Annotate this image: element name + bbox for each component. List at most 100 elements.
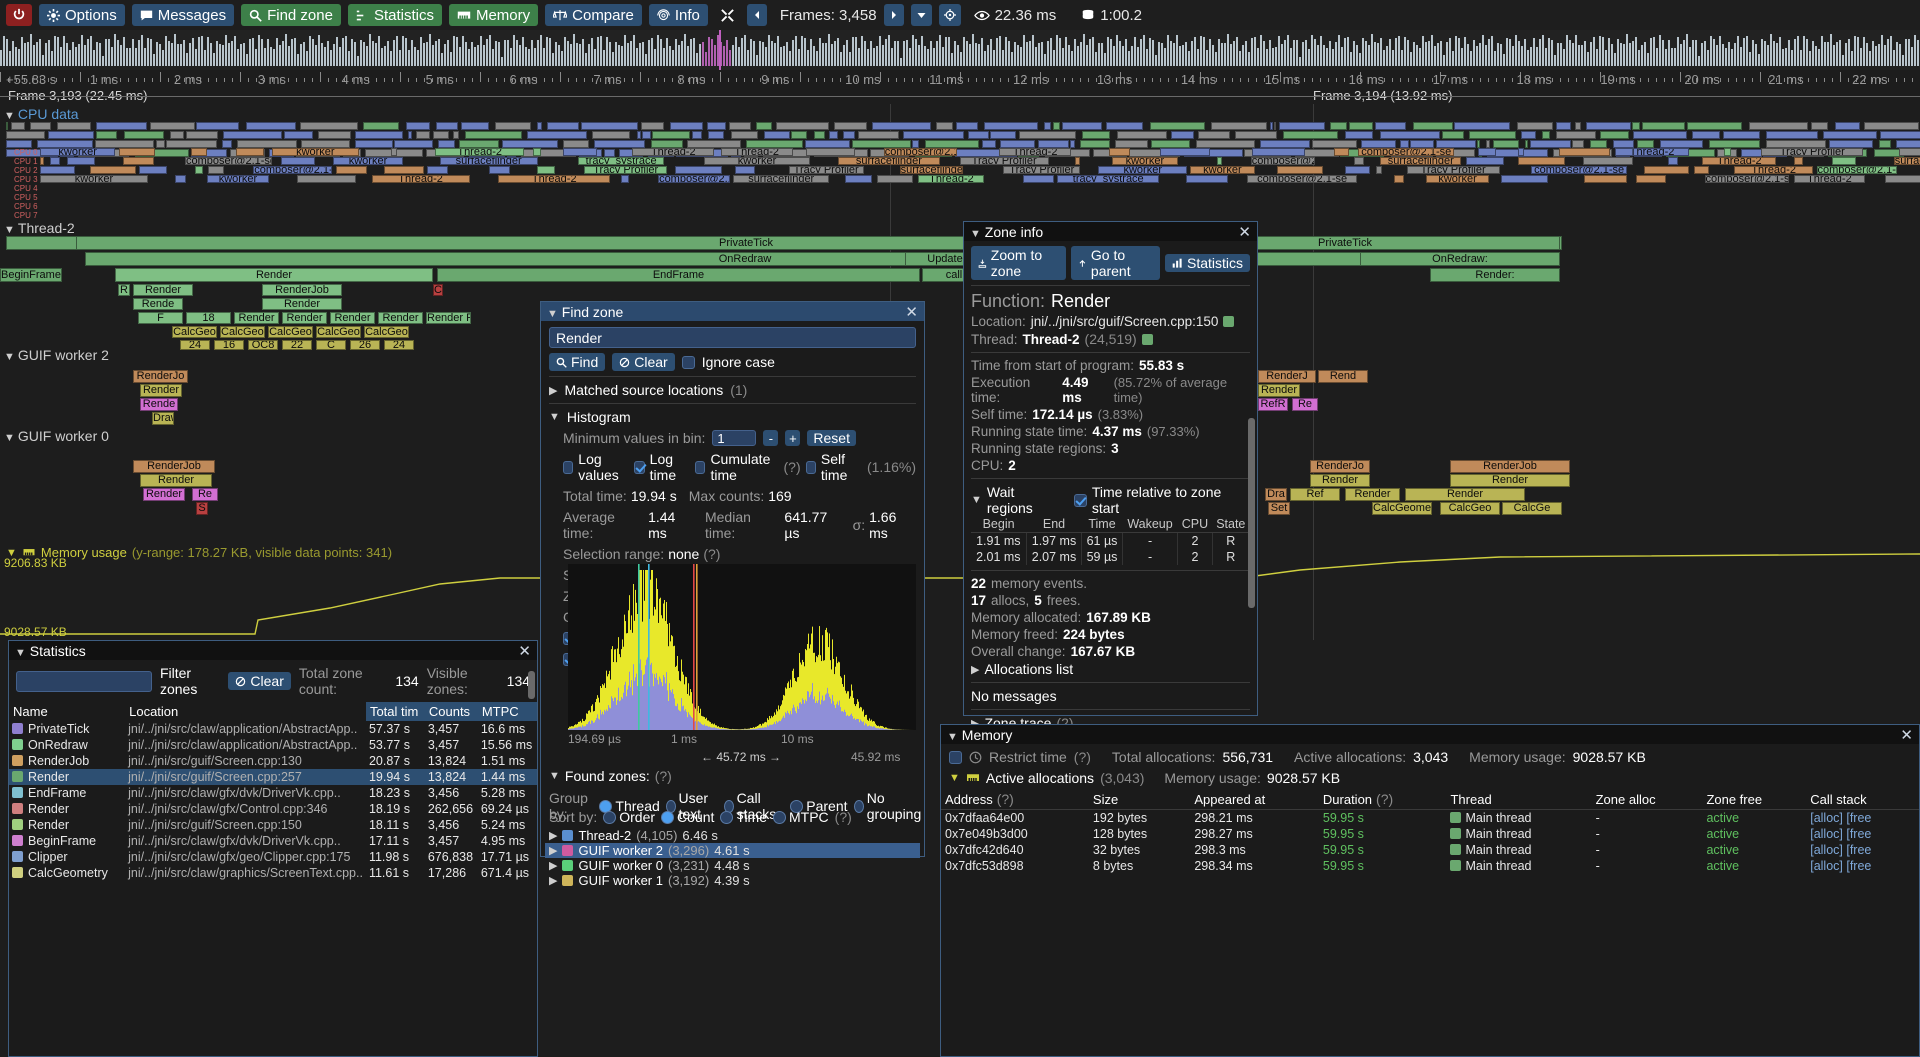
timeline-section-cpu-data[interactable]: ▼ CPU data [4, 106, 79, 122]
matched-source-locations-row[interactable]: ▶ Matched source locations (1) [549, 382, 916, 398]
frame-bar[interactable] [954, 41, 956, 66]
frame-bar[interactable] [495, 41, 497, 66]
thread2-sub-zone[interactable]: Render F [426, 312, 471, 324]
guif0-ref[interactable]: Ref [1290, 488, 1340, 501]
frame-bar[interactable] [1560, 42, 1562, 66]
guif0-render-r3[interactable]: Render [1345, 488, 1400, 501]
statistics-column-header[interactable]: Total tim [365, 702, 425, 721]
cpu-thread-zone[interactable] [1333, 148, 1349, 156]
thread2-calcgeo[interactable]: CalcGeo [364, 326, 409, 338]
frame-bar[interactable] [1566, 35, 1568, 66]
statistics-table-row[interactable]: RenderJob jni/../jni/src/guif/Screen.cpp:… [9, 753, 537, 769]
group-by-option-user-text[interactable]: User text [665, 790, 718, 822]
frame-bar[interactable] [1077, 45, 1079, 66]
frame-bar[interactable] [570, 43, 572, 66]
frame-bar[interactable] [225, 34, 227, 66]
cpu-core-zone[interactable] [1311, 140, 1358, 148]
cpu-core-zone[interactable] [1018, 131, 1077, 139]
frame-bar[interactable] [1359, 53, 1361, 66]
frame-bar[interactable] [378, 36, 380, 66]
frame-bar[interactable] [504, 40, 506, 66]
frame-bar[interactable] [384, 46, 386, 66]
thread2-leaf-zone[interactable]: 22 [282, 340, 312, 350]
frame-bar[interactable] [276, 38, 278, 66]
cpu-core-zone[interactable] [1585, 122, 1631, 130]
statistics-column-header[interactable]: Name [13, 704, 48, 719]
frame-bar[interactable] [630, 40, 632, 66]
cpu-core-zone[interactable] [1399, 140, 1409, 148]
cpu-core-zone[interactable] [1722, 131, 1760, 139]
cpu-core-zone[interactable] [1822, 131, 1878, 139]
frame-bar[interactable] [393, 39, 395, 66]
radio-icon[interactable] [720, 810, 734, 824]
frame-bar[interactable] [831, 44, 833, 66]
cpu-thread-zone[interactable]: surfaceflinger [439, 157, 538, 165]
frame-bar[interactable] [684, 34, 686, 66]
wait-regions-row[interactable]: 1.91 ms 1.97 ms 61 µs -2 R [971, 532, 1251, 549]
frame-bar[interactable] [1842, 54, 1844, 66]
frame-bar[interactable] [216, 40, 218, 66]
frame-bar[interactable] [813, 45, 815, 66]
thread2-leaf-zone[interactable]: C [316, 340, 346, 350]
frame-bar[interactable] [1590, 42, 1592, 66]
frame-bar[interactable] [1365, 40, 1367, 66]
frame-bar[interactable] [1374, 42, 1376, 66]
frame-bar[interactable] [702, 42, 704, 66]
thread2-leaf-zone[interactable]: 16 [214, 340, 244, 350]
frame-bar[interactable] [969, 44, 971, 66]
frame-bar[interactable] [1878, 43, 1880, 66]
frame-bar[interactable] [1602, 36, 1604, 66]
triangle-down-icon[interactable]: ▼ [4, 432, 15, 444]
guif0-renderjob-r[interactable]: RenderJob [1450, 460, 1570, 473]
frame-bar[interactable] [1329, 41, 1331, 66]
frame-bar[interactable] [1629, 43, 1631, 66]
cpu-core-zone[interactable] [1485, 140, 1491, 148]
frame-bar[interactable] [1440, 40, 1442, 66]
statistics-table-row[interactable]: BeginFrame jni/../jni/src/claw/gfx/dvk/Dr… [9, 833, 537, 849]
cpu-thread-zone[interactable] [280, 157, 316, 165]
timeline-section-thread-2[interactable]: ▼ Thread-2 [4, 220, 75, 236]
frame-bar[interactable] [858, 47, 860, 66]
frame-bar[interactable] [921, 36, 923, 66]
frame-bar[interactable] [51, 51, 53, 66]
wait-regions-column-header[interactable]: Begin [971, 516, 1027, 533]
cpu-thread-zone[interactable]: Tracy Profiler [1406, 166, 1500, 174]
frame-bar[interactable] [228, 42, 230, 66]
frame-bar[interactable] [864, 41, 866, 66]
frame-bar[interactable] [819, 37, 821, 66]
cpu-core-zone[interactable] [185, 131, 218, 139]
frame-bar[interactable] [432, 44, 434, 66]
statistics-column-header[interactable]: MTPC [477, 702, 537, 721]
frame-bar[interactable] [1002, 49, 1004, 66]
cpu-thread-zone[interactable] [1477, 148, 1497, 156]
info-button[interactable]: Info [648, 4, 708, 26]
frame-bar[interactable] [1173, 42, 1175, 66]
frame-bar[interactable] [1119, 41, 1121, 66]
frame-bar[interactable] [414, 46, 416, 66]
triangle-down-icon[interactable]: ▼ [970, 227, 981, 240]
cpu-core-zone[interactable] [1235, 131, 1278, 139]
cpu-core-zone[interactable] [1631, 122, 1641, 130]
sort-by-option-mtpc[interactable]: MTPC [773, 809, 829, 825]
frame-bar[interactable] [294, 38, 296, 66]
memory-table-row[interactable]: 0x7e049b3d00 128 bytes 298.27 ms 59.95 s Mai… [941, 826, 1919, 842]
frame-bar[interactable] [264, 47, 266, 66]
cpu-thread-zone[interactable]: Thread-2 [435, 148, 524, 156]
frame-bar[interactable] [1143, 35, 1145, 66]
cpu-core-zone[interactable] [1589, 140, 1607, 148]
frame-bar[interactable] [885, 39, 887, 66]
cpu-thread-zone[interactable] [1635, 175, 1666, 183]
frame-bar[interactable] [972, 34, 974, 66]
timeline-section-guif-worker-0[interactable]: ▼ GUIF worker 0 [4, 428, 109, 444]
frame-bar[interactable] [1662, 39, 1664, 66]
guif0-s[interactable]: S [196, 502, 208, 515]
frame-bar[interactable] [459, 47, 461, 66]
cpu-core-zone[interactable] [1599, 131, 1629, 139]
frame-bar[interactable] [0, 50, 2, 66]
frame-bar[interactable] [1110, 38, 1112, 66]
cpu-core-zone[interactable] [465, 131, 523, 139]
cpu-core-zone[interactable] [843, 131, 856, 139]
frame-bar[interactable] [990, 38, 992, 66]
cpu-core-zone[interactable] [1642, 122, 1686, 130]
frame-bar[interactable] [1320, 35, 1322, 66]
